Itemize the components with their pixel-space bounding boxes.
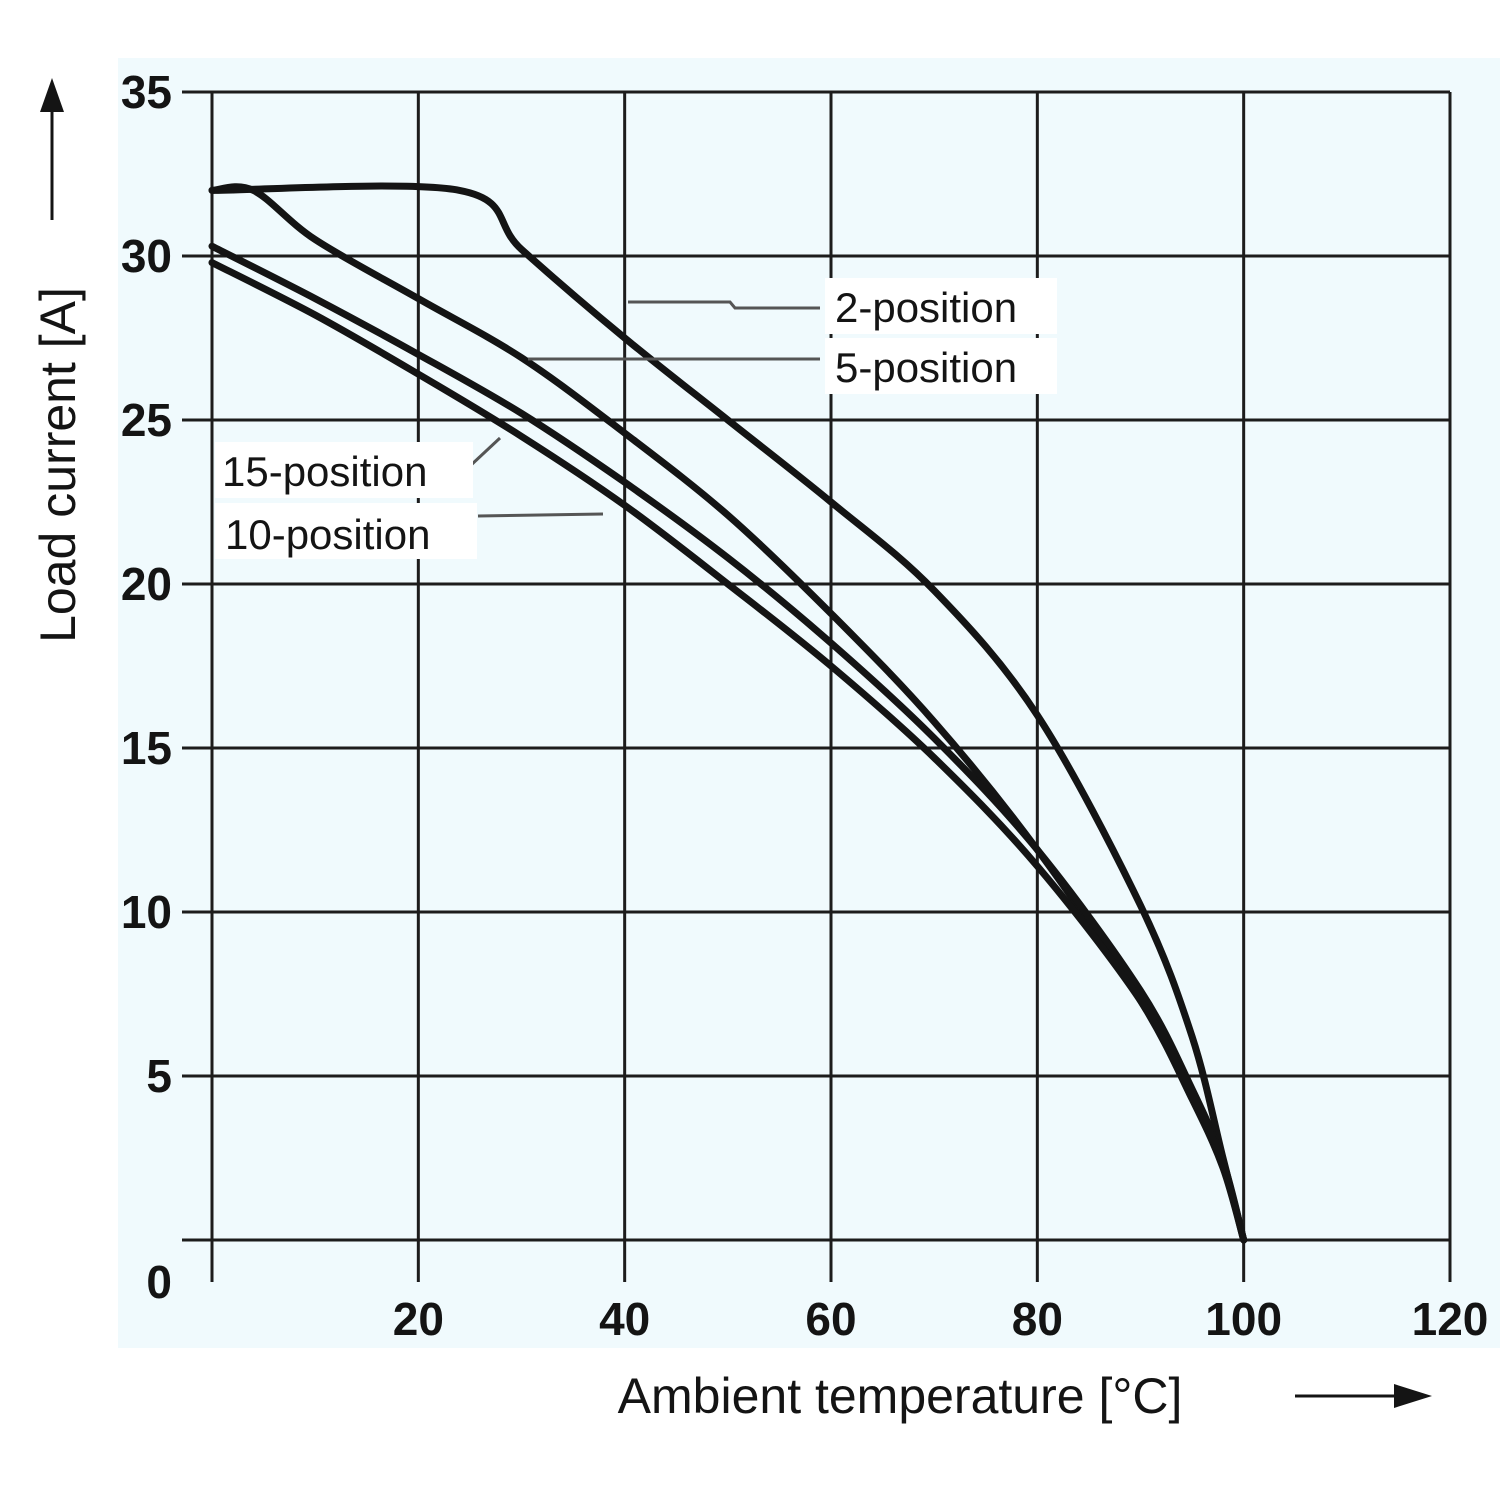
y-tick-label-6: 30 — [121, 230, 172, 282]
leader-10-position — [477, 512, 604, 518]
series-label-10-position: 10-position — [225, 511, 430, 558]
leader-2-position — [628, 300, 820, 310]
x-tick-label-4: 80 — [1012, 1293, 1063, 1345]
series-label-5-position: 5-position — [835, 344, 1017, 391]
y-axis-label: Load current [A] — [30, 287, 86, 643]
plot-background — [118, 58, 1500, 1348]
leader-15-position — [468, 436, 502, 468]
x-axis-arrow-icon — [1394, 1384, 1432, 1408]
y-axis-arrow-icon — [40, 78, 64, 112]
y-tick-label-3: 15 — [121, 722, 172, 774]
series-lines — [208, 182, 1248, 1244]
y-tick-label-7: 35 — [121, 66, 172, 118]
label-bg-15-position — [215, 442, 473, 498]
y-tick-label-0: 0 — [146, 1256, 172, 1308]
x-axis-title: Ambient temperature [°C] — [618, 1368, 1432, 1424]
x-tick-label-2: 40 — [599, 1293, 650, 1345]
label-bg-10-position — [215, 503, 477, 559]
series-label-15-position: 15-position — [222, 448, 427, 495]
x-tick-label-6: 120 — [1412, 1293, 1489, 1345]
x-tick-label-5: 100 — [1205, 1293, 1282, 1345]
label-bg-2-position — [825, 278, 1057, 334]
y-tick-label-4: 20 — [121, 558, 172, 610]
x-tick-label-1: 20 — [393, 1293, 444, 1345]
y-tick-label-5: 25 — [121, 394, 172, 446]
y-tick-label-1: 5 — [146, 1050, 172, 1102]
label-bg-5-position — [825, 338, 1057, 394]
series-line-10-position — [208, 259, 1248, 1244]
x-tick-labels: 20 40 60 80 100 120 — [393, 1293, 1489, 1345]
series-leaders — [468, 300, 820, 518]
x-axis-label: Ambient temperature [°C] — [618, 1368, 1183, 1424]
x-tick-label-3: 60 — [805, 1293, 856, 1345]
series-line-2-position — [208, 182, 1248, 1244]
y-tick-labels: 0 5 10 15 20 25 30 35 — [121, 66, 172, 1308]
y-tick-label-2: 10 — [121, 886, 172, 938]
y-axis-title: Load current [A] — [30, 78, 86, 643]
series-label-2-position: 2-position — [835, 284, 1017, 331]
grid — [182, 90, 1452, 1282]
